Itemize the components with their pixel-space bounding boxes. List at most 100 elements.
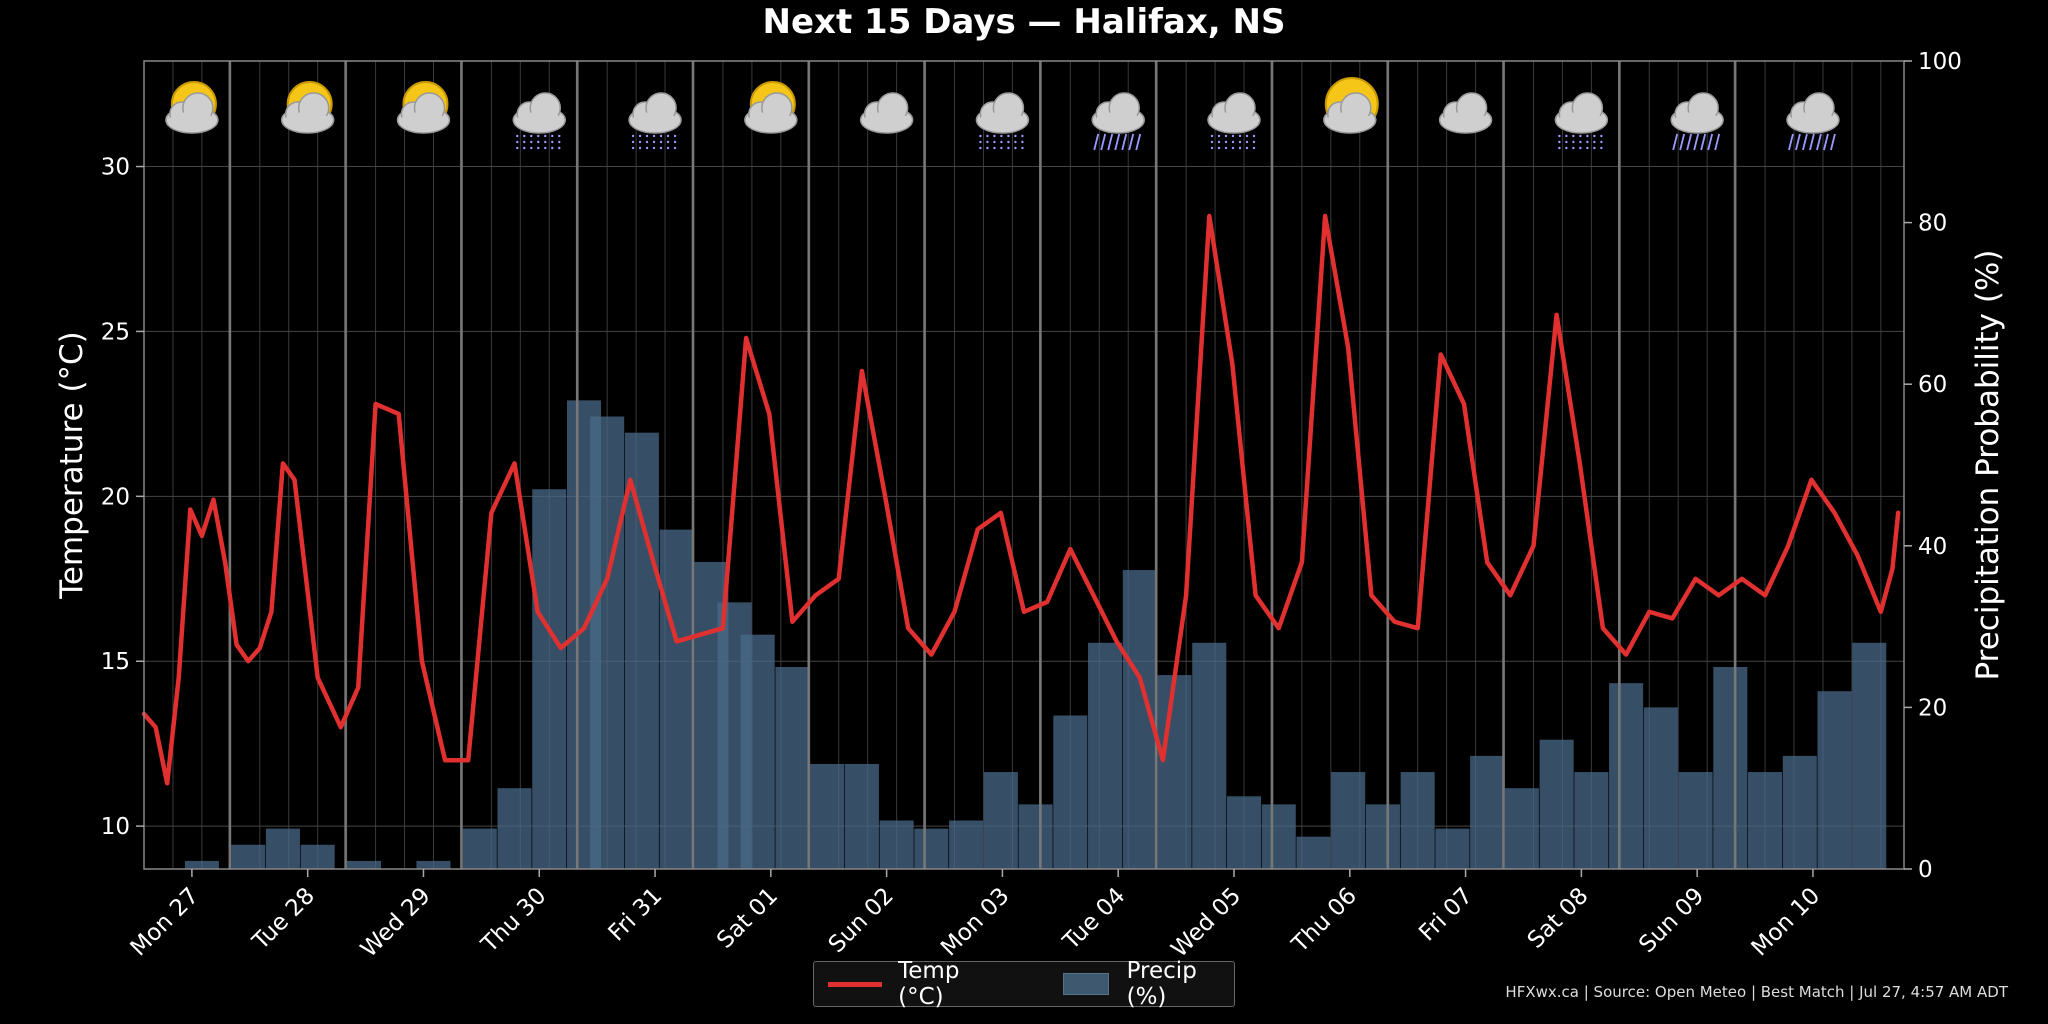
rain-drop [1565, 134, 1568, 138]
rain-streak [1128, 133, 1135, 151]
rain-drop [979, 146, 982, 150]
rain-drop [1245, 134, 1249, 138]
rain-drop [1007, 140, 1010, 144]
rain-drop [1572, 134, 1575, 138]
rain-streak [1107, 133, 1114, 151]
rain-streak [1830, 133, 1836, 151]
cloud-fill [1673, 112, 1722, 132]
cloud-fill [1094, 112, 1143, 132]
y2-tick-label: 60 [1918, 372, 1947, 398]
rain-streak [1816, 133, 1822, 151]
rain-drop [1586, 134, 1589, 138]
rain-drop [1252, 146, 1256, 150]
rain-drop [1014, 134, 1017, 138]
cloud-fill [399, 112, 448, 132]
legend-item-temp: Temp (°C) [828, 958, 1005, 1010]
precip-bar [1365, 804, 1400, 869]
rain-streak [1686, 133, 1693, 151]
rain-drop [1565, 146, 1568, 150]
temp-line-group [141, 213, 1901, 786]
rain-drop [986, 146, 989, 150]
rain-drop [631, 140, 635, 144]
rain-streak [1788, 133, 1794, 151]
chart-title: Next 15 Days — Halifax, NS [762, 2, 1286, 42]
weather-icons [165, 77, 1840, 151]
x-tick-label: Thu 06 [1287, 883, 1363, 959]
rain-streak [1809, 133, 1815, 151]
cloud-fill [862, 112, 911, 132]
cloud-fill [167, 112, 216, 132]
x-tick-label: Sat 01 [712, 883, 783, 954]
precip-bar [1400, 772, 1435, 869]
precip-bar [416, 860, 451, 869]
precip-bar [1192, 642, 1227, 869]
y-tick-label: 30 [101, 155, 130, 181]
precip-bar [1574, 772, 1609, 869]
rain-drop [1021, 140, 1024, 144]
x-tick-label: Mon 03 [936, 883, 1015, 962]
precip-bar [810, 763, 845, 869]
rain-drop [1586, 146, 1589, 150]
precip-bar [1678, 772, 1713, 869]
precip-bar [1539, 739, 1574, 869]
rain-streak [1114, 133, 1121, 151]
precip-bar [1817, 691, 1852, 869]
y2-tick-label: 100 [1918, 49, 1962, 75]
rain-drop [1572, 146, 1575, 150]
legend-label-precip: Precip (%) [1126, 958, 1197, 1010]
rain-drop [1600, 146, 1603, 150]
rain-drop [645, 134, 649, 138]
partly-cloudy-icon [744, 81, 798, 134]
rain-drop [516, 146, 519, 150]
x-tick-label: Sun 09 [1634, 883, 1709, 958]
rain-drop [1210, 140, 1214, 144]
x-tick-label: Sun 02 [824, 883, 899, 958]
rain-drop [1217, 146, 1221, 150]
rain-streak [1100, 133, 1107, 151]
heavy-rain-icon [1091, 92, 1145, 151]
y2-axis-ticks: 0 20 40 60 80 100 [1904, 49, 1962, 883]
precip-bar [184, 860, 219, 869]
x-tick-label: Mon 10 [1747, 883, 1826, 962]
rain-drop [523, 146, 526, 150]
rain-drop [551, 134, 554, 138]
rain-drop [673, 134, 677, 138]
rain-streak [1693, 133, 1700, 151]
rain-drop [551, 146, 554, 150]
rain-drop [1252, 140, 1256, 144]
rain-drop [530, 140, 533, 144]
precip-bar [1504, 788, 1539, 869]
y2-tick-label: 80 [1918, 211, 1947, 237]
rain-drop [544, 134, 547, 138]
rain-drop [638, 134, 642, 138]
rain-drop [523, 134, 526, 138]
rain-drop [516, 134, 519, 138]
precip-bar [532, 489, 567, 869]
temp-line [141, 213, 1901, 786]
precip-bars [184, 400, 1887, 869]
rain-drop [1210, 134, 1214, 138]
cloud-fill [1557, 112, 1606, 132]
rain-drop [1224, 134, 1228, 138]
rain-drop [652, 146, 656, 150]
rain-drop [1000, 134, 1003, 138]
rain-drop [1007, 146, 1010, 150]
rain-drop [1231, 146, 1235, 150]
rain-drop [638, 146, 642, 150]
rain-drop [645, 146, 649, 150]
precip-bar [1609, 683, 1644, 869]
x-tick-label: Wed 05 [1167, 883, 1247, 963]
precip-bar [265, 828, 300, 869]
rain-drop [673, 140, 677, 144]
rain-drop [1014, 140, 1017, 144]
rain-drop [1600, 140, 1603, 144]
precip-bar [1226, 796, 1262, 869]
rain-drop [1021, 146, 1024, 150]
rain-drop [1558, 140, 1561, 144]
rain-drop [530, 134, 533, 138]
rain-drop [1210, 146, 1214, 150]
partly-cloudy-icon [165, 81, 219, 134]
rain-drop [1245, 140, 1249, 144]
legend-item-precip: Precip (%) [1019, 958, 1234, 1010]
